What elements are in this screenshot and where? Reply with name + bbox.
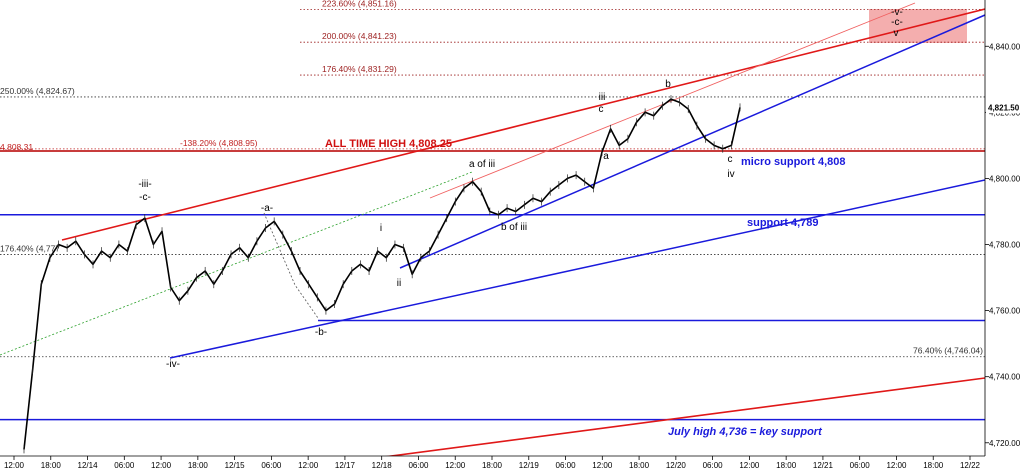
x-tick-label: 12/18 [372, 461, 393, 470]
wave-label: -v- [891, 7, 903, 18]
last-price-label: 4,821.50 [988, 103, 1020, 112]
blue-trend-upper [399, 14, 985, 269]
micro-support-note: micro support 4,808 [741, 156, 846, 168]
x-tick-label: 06:00 [114, 461, 135, 470]
fib-level-label: 200.00% (4,841.23) [322, 31, 397, 41]
last-price-marker: 4,821.50 [986, 100, 1022, 114]
fib-level-label: -138.20% (4,808.95) [180, 138, 258, 148]
fib-level-label: 223.60% (4,851.16) [322, 0, 397, 8]
y-axis: 4,720.00 4,740.00 4,760.00 4,780.00 4,800.00… [984, 0, 1022, 456]
wave-label: b of iii [501, 222, 527, 233]
all-time-high-note: ALL TIME HIGH 4,808.25 [325, 138, 452, 150]
x-tick-label: 12/19 [519, 461, 540, 470]
x-tick-label: 06:00 [408, 461, 429, 470]
chart-annotations: ALL TIME HIGH 4,808.25 micro support 4,8… [325, 138, 846, 438]
x-tick-label: 06:00 [703, 461, 724, 470]
wave-label: -a- [261, 203, 273, 214]
x-tick-label: 12:00 [445, 461, 466, 470]
green-dotted-trend [0, 171, 473, 356]
plot-area [0, 2, 985, 456]
wave-label: v [894, 28, 899, 39]
fib-level-label: 76.40% (4,746.04) [913, 346, 983, 356]
y-tick-label: 4,740.00 [989, 373, 1021, 382]
x-tick-label: 18:00 [188, 461, 209, 470]
x-tick-label: 18:00 [482, 461, 503, 470]
last-price-badge [986, 100, 1022, 114]
x-tick-label: 18:00 [41, 461, 62, 470]
x-tick-label: 18:00 [923, 461, 944, 470]
y-tick-label: 4,760.00 [989, 307, 1021, 316]
x-tick-label: 06:00 [261, 461, 282, 470]
wave-label: iii [599, 92, 606, 103]
x-tick-label: 18:00 [776, 461, 797, 470]
fib-level-label: 176.40% (4,777 [0, 243, 60, 253]
x-tick-label: 12/20 [666, 461, 687, 470]
x-tick-label: 12/15 [225, 461, 246, 470]
y-tick-label: 4,840.00 [989, 42, 1021, 51]
x-tick-label: 12/14 [78, 461, 99, 470]
fib-level-labels: 223.60% (4,851.16) 200.00% (4,841.23) 176.… [0, 0, 983, 356]
x-tick-label: 18:00 [629, 461, 650, 470]
x-tick-label: 12:00 [739, 461, 760, 470]
support-lines [0, 214, 985, 421]
july-high-note: July high 4,736 = key support [668, 426, 823, 438]
y-tick-label: 4,800.00 [989, 174, 1021, 183]
price-line [23, 98, 741, 450]
blue-trend-lower [169, 179, 985, 359]
fib-level-label: 250.00% (4,824.67) [0, 86, 75, 96]
wave-label: b [665, 79, 671, 90]
y-tick-label: 4,720.00 [989, 439, 1021, 448]
fib-level-label: 4,808.31 [0, 142, 33, 152]
wave-label: -c- [139, 192, 151, 203]
x-tick-label: 12/21 [813, 461, 834, 470]
trend-lines [0, 2, 985, 456]
wave-label: iv [727, 169, 734, 180]
wave-label: -b- [315, 327, 327, 338]
price-series [23, 95, 741, 454]
x-tick-label: 12:00 [592, 461, 613, 470]
red-channel-bottom [385, 377, 985, 456]
red-channel-top [61, 8, 985, 241]
wave-label: c [599, 104, 604, 115]
x-tick-label: 06:00 [556, 461, 577, 470]
wave-label: a [603, 151, 609, 162]
x-tick-label: 12:00 [886, 461, 907, 470]
wave-label: i [380, 223, 382, 234]
x-tick-label: 12:00 [4, 461, 25, 470]
wave-label: ii [397, 278, 401, 289]
y-tick-label: 4,780.00 [989, 241, 1021, 250]
wave-label: a of iii [469, 159, 495, 170]
x-tick-label: 06:00 [850, 461, 871, 470]
wave-label: -c- [891, 17, 903, 28]
x-tick-label: 12/22 [960, 461, 981, 470]
x-axis: 12:00 18:00 12/14 06:00 12:00 18:00 12/15 06:00… [0, 455, 985, 470]
wave-zigzag [263, 212, 319, 319]
support-note: support 4,789 [747, 217, 819, 229]
x-tick-label: 12/17 [335, 461, 356, 470]
wave-label: -iv- [166, 359, 180, 370]
fib-levels [0, 8, 985, 358]
x-tick-label: 12:00 [298, 461, 319, 470]
wave-label: -iii- [138, 179, 151, 190]
x-tick-label: 12:00 [151, 461, 172, 470]
wave-label: c [728, 154, 733, 165]
fib-level-label: 176.40% (4,831.29) [322, 64, 397, 74]
